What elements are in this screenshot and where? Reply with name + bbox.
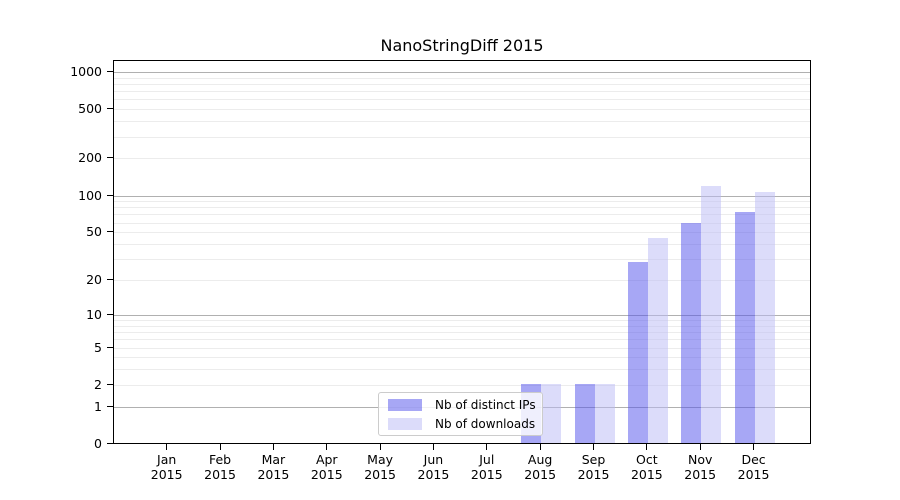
minor-gridline xyxy=(114,121,810,123)
chart-title: NanoStringDiff 2015 xyxy=(380,36,544,55)
y-tick xyxy=(107,346,113,348)
x-tick xyxy=(219,444,221,450)
x-tick-label: Jan 2015 xyxy=(150,452,183,482)
x-tick xyxy=(326,444,328,450)
minor-gridline xyxy=(114,332,810,334)
y-tick xyxy=(107,313,113,315)
y-tick-label: 2 xyxy=(94,376,102,392)
legend: Nb of distinct IPs Nb of downloads xyxy=(378,392,543,436)
x-tick-label: Jun 2015 xyxy=(417,452,450,482)
bar-downloads-sep xyxy=(594,383,615,443)
y-tick xyxy=(107,71,113,72)
minor-gridline xyxy=(114,384,810,386)
x-tick xyxy=(166,444,168,450)
minor-gridline xyxy=(114,244,810,246)
x-tick xyxy=(699,444,701,450)
y-tick xyxy=(107,231,113,233)
minor-gridline xyxy=(114,357,810,359)
minor-gridline xyxy=(114,347,810,349)
bar-distinct-ips-nov xyxy=(681,222,702,443)
x-tick xyxy=(486,444,488,450)
x-tick-label: Nov 2015 xyxy=(684,452,717,482)
x-tick xyxy=(379,444,381,450)
legend-item-downloads: Nb of downloads xyxy=(388,416,536,431)
minor-gridline xyxy=(114,259,810,261)
x-tick xyxy=(646,444,648,450)
y-tick xyxy=(107,443,113,444)
x-tick-label: Jul 2015 xyxy=(470,452,503,482)
x-tick-label: Sep 2015 xyxy=(577,452,610,482)
y-tick-label: 500 xyxy=(78,101,102,117)
minor-gridline xyxy=(114,91,810,93)
y-tick-label: 1000 xyxy=(70,64,102,79)
minor-gridline xyxy=(114,84,810,85)
legend-label-distinct-ips: Nb of distinct IPs xyxy=(435,397,536,412)
minor-gridline xyxy=(114,339,810,341)
y-tick xyxy=(107,108,113,110)
minor-gridline xyxy=(114,320,810,322)
y-tick-label: 200 xyxy=(78,150,102,166)
x-tick xyxy=(753,444,755,450)
y-tick xyxy=(107,157,113,159)
y-tick-label: 20 xyxy=(86,272,102,288)
minor-gridline xyxy=(114,136,810,138)
bar-downloads-nov xyxy=(701,185,722,443)
bar-downloads-dec xyxy=(754,191,775,443)
minor-gridline xyxy=(114,214,810,216)
legend-swatch-distinct-ips xyxy=(388,398,422,411)
x-tick-label: May 2015 xyxy=(364,452,396,482)
minor-gridline xyxy=(114,369,810,371)
x-tick-label: Oct 2015 xyxy=(630,452,663,482)
x-tick xyxy=(272,444,274,450)
bar-downloads-oct xyxy=(647,238,668,443)
minor-gridline xyxy=(114,109,810,111)
minor-gridline xyxy=(114,207,810,209)
x-tick-label: Mar 2015 xyxy=(257,452,290,482)
major-gridline xyxy=(114,314,810,316)
minor-gridline xyxy=(114,201,810,203)
minor-gridline xyxy=(114,77,810,79)
x-tick xyxy=(593,444,594,450)
bar-distinct-ips-oct xyxy=(627,261,648,443)
minor-gridline xyxy=(114,280,810,282)
major-gridline xyxy=(114,195,810,197)
y-tick-label: 10 xyxy=(86,306,102,322)
y-tick-label: 1 xyxy=(94,398,102,414)
legend-swatch-downloads xyxy=(388,417,422,430)
minor-gridline xyxy=(114,158,810,160)
bar-downloads-aug xyxy=(541,383,562,443)
minor-gridline xyxy=(114,232,810,234)
x-tick-label: Dec 2015 xyxy=(737,452,770,482)
y-tick xyxy=(107,405,113,407)
y-tick-label: 0 xyxy=(94,436,102,451)
legend-label-downloads: Nb of downloads xyxy=(435,416,536,431)
y-tick-label: 5 xyxy=(94,339,102,355)
major-gridline xyxy=(114,72,810,73)
x-tick-label: Aug 2015 xyxy=(524,452,557,482)
y-tick-label: 50 xyxy=(86,224,102,240)
minor-gridline xyxy=(114,99,810,101)
bar-distinct-ips-sep xyxy=(574,383,595,443)
x-tick xyxy=(432,444,434,450)
y-tick xyxy=(107,279,113,281)
x-tick xyxy=(539,444,541,450)
y-tick xyxy=(107,194,113,196)
minor-gridline xyxy=(114,222,810,224)
minor-gridline xyxy=(114,325,810,327)
x-tick-label: Apr 2015 xyxy=(310,452,343,482)
legend-item-distinct-ips: Nb of distinct IPs xyxy=(388,397,536,412)
y-tick-label: 100 xyxy=(78,187,102,203)
plot-area xyxy=(113,60,811,444)
x-tick-label: Feb 2015 xyxy=(204,452,236,482)
y-tick xyxy=(107,383,113,385)
bar-distinct-ips-dec xyxy=(734,211,755,443)
